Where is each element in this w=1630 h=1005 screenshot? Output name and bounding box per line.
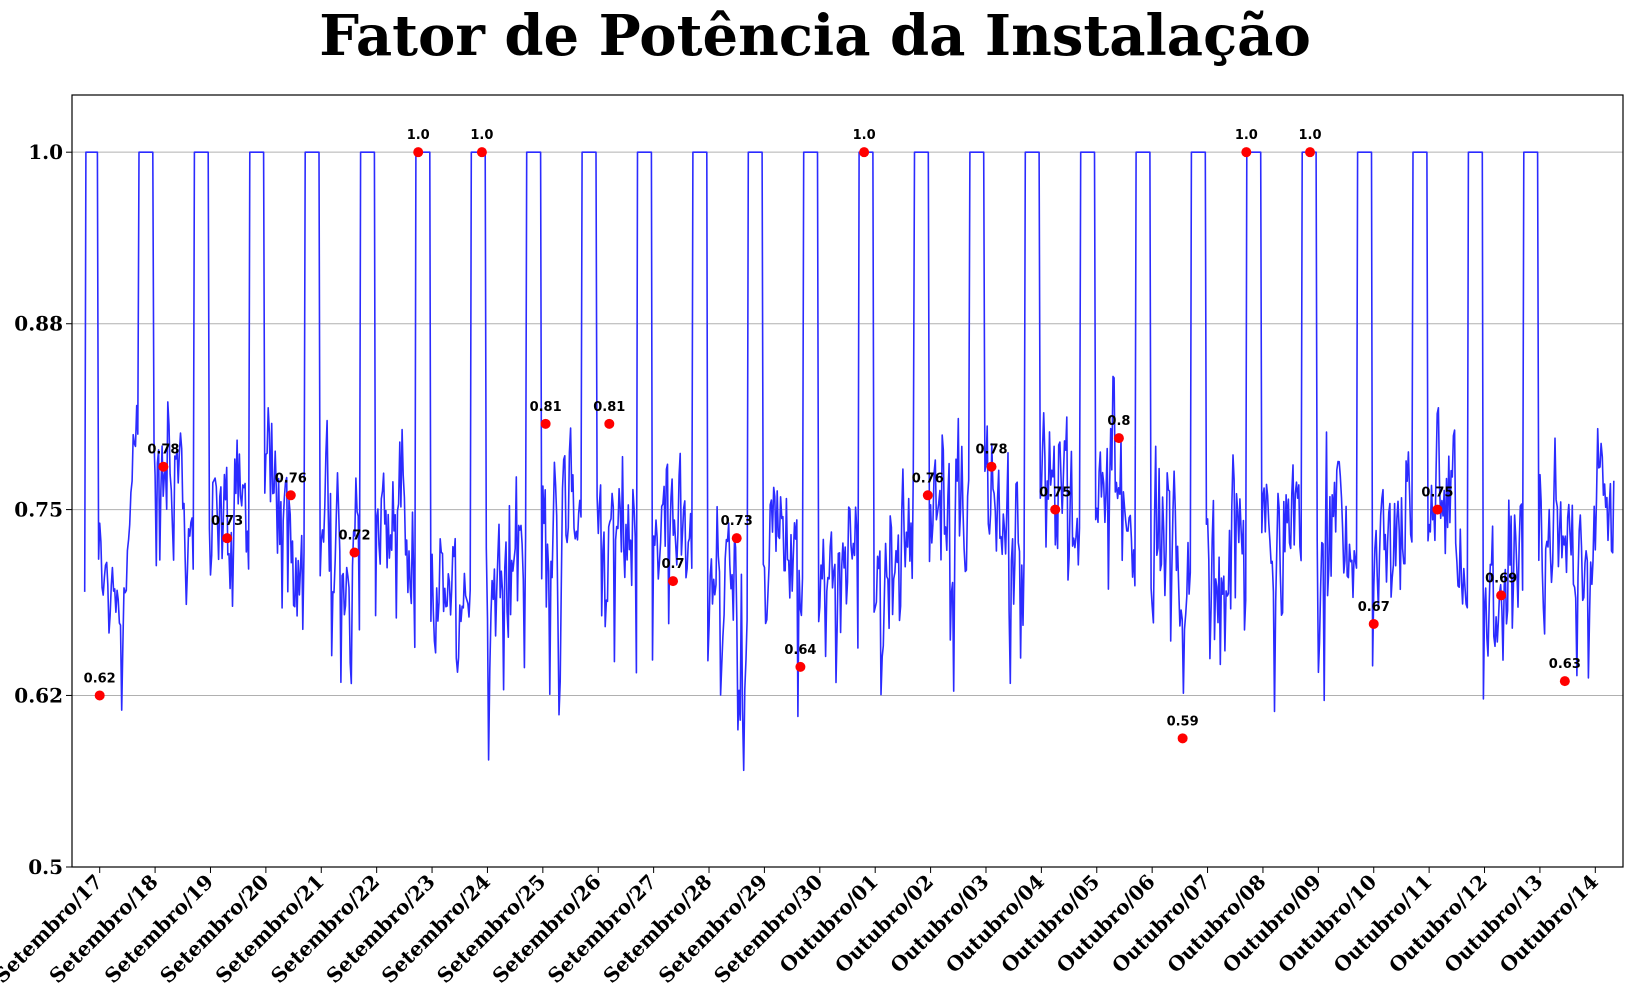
daily-marker-label: 0.67 [1358, 600, 1390, 615]
y-tick-label: 1.0 [28, 140, 63, 164]
daily-marker-label: 0.81 [593, 400, 625, 415]
daily-marker-point [158, 461, 169, 472]
daily-marker-point [1432, 504, 1443, 515]
daily-marker-label: 0.59 [1167, 714, 1199, 729]
daily-marker-label: 0.62 [84, 671, 116, 686]
daily-marker-label: 1.0 [1299, 128, 1322, 143]
daily-marker-point [413, 147, 424, 158]
plot-frame [71, 94, 1624, 868]
daily-marker-point [1496, 590, 1507, 601]
power-factor-series-line [83, 151, 1615, 772]
daily-marker-label: 0.73 [721, 514, 753, 529]
daily-marker-label: 0.63 [1549, 657, 1581, 672]
daily-marker-point [1305, 147, 1316, 158]
daily-marker-point [1368, 618, 1379, 629]
daily-marker-label: 0.81 [530, 400, 562, 415]
daily-marker-point [349, 547, 360, 558]
daily-marker-label: 0.75 [1421, 486, 1453, 501]
daily-marker-point [1241, 147, 1252, 158]
daily-marker-point [795, 661, 806, 672]
series-layer [83, 151, 1615, 772]
daily-marker-label: 0.7 [661, 557, 684, 572]
daily-marker-point [476, 147, 487, 158]
daily-marker-label: 1.0 [1235, 128, 1258, 143]
daily-marker-label: 0.69 [1485, 571, 1517, 586]
daily-marker-label: 0.72 [338, 528, 370, 543]
daily-marker-point [94, 690, 105, 701]
daily-marker-label: 0.76 [275, 471, 307, 486]
daily-marker-label: 1.0 [470, 128, 493, 143]
daily-marker-point [668, 576, 679, 587]
x-axis-ticks: Setembro/17Setembro/18Setembro/19Setembr… [0, 867, 1603, 988]
daily-marker-point [1559, 676, 1570, 687]
daily-marker-label: 0.78 [975, 443, 1007, 458]
y-tick-label: 0.88 [14, 312, 63, 336]
daily-marker-point [540, 418, 551, 429]
daily-marker-point [1050, 504, 1061, 515]
daily-marker-label: 0.75 [1039, 486, 1071, 501]
daily-markers: 0.62 0.78 0.73 0.76 0.72 1.0 1.0 0.81 0.81 0.7 0.7… [84, 128, 1581, 744]
daily-marker-point [222, 533, 233, 544]
daily-marker-label: 0.78 [147, 443, 179, 458]
daily-marker-point [285, 490, 296, 501]
y-tick-label: 0.5 [28, 855, 63, 879]
daily-marker-point [859, 147, 870, 158]
daily-marker-label: 1.0 [407, 128, 430, 143]
daily-marker-label: 0.8 [1107, 414, 1130, 429]
daily-marker-label: 1.0 [853, 128, 876, 143]
x-tick-label: Outubro/14 [1495, 870, 1603, 978]
y-axis-ticks: 0.5 0.62 0.75 0.88 1.0 [14, 140, 72, 879]
y-tick-label: 0.62 [14, 683, 63, 707]
daily-marker-point [1113, 433, 1124, 444]
daily-marker-label: 0.76 [912, 471, 944, 486]
daily-marker-point [922, 490, 933, 501]
daily-marker-point [604, 418, 615, 429]
daily-marker-point [731, 533, 742, 544]
daily-marker-point [986, 461, 997, 472]
chart-title: Fator de Potência da Instalação [319, 3, 1311, 69]
daily-marker-label: 0.73 [211, 514, 243, 529]
y-tick-label: 0.75 [14, 498, 63, 522]
daily-marker-point [1177, 733, 1188, 744]
daily-marker-label: 0.64 [784, 643, 816, 658]
